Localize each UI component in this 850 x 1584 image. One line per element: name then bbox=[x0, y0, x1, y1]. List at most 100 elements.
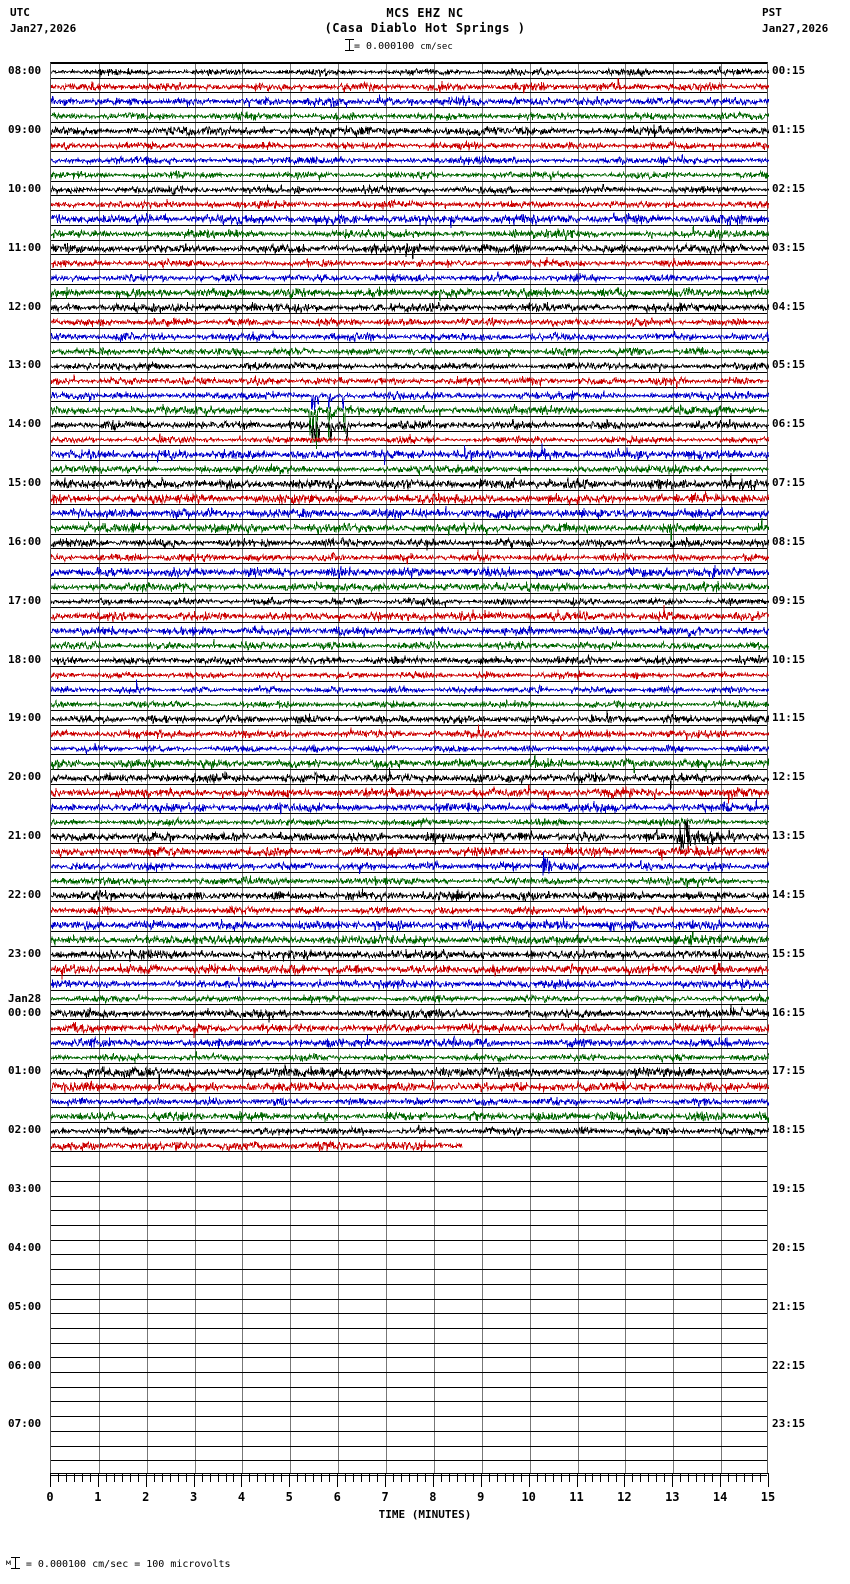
helicorder-plot[interactable] bbox=[50, 62, 769, 1476]
axis-tick-major bbox=[97, 1474, 99, 1487]
axis-tick-minor bbox=[600, 1474, 602, 1482]
axis-tick-major bbox=[145, 1474, 147, 1487]
axis-tick-minor bbox=[488, 1474, 490, 1482]
trace-line bbox=[51, 625, 769, 639]
gridline-horizontal bbox=[51, 298, 767, 300]
gridline-horizontal bbox=[51, 342, 767, 344]
axis-tick-minor bbox=[616, 1474, 618, 1482]
axis-tick-minor bbox=[592, 1474, 594, 1482]
trace-line bbox=[51, 1064, 769, 1086]
pst-hour-label: 03:15 bbox=[772, 240, 806, 254]
axis-tick-minor bbox=[209, 1474, 211, 1482]
axis-tick-minor bbox=[752, 1474, 754, 1482]
axis-tick-label: 4 bbox=[237, 1490, 246, 1504]
axis-tick-minor bbox=[568, 1474, 570, 1482]
gridline-horizontal bbox=[51, 827, 767, 829]
station-location: (Casa Diablo Hot Springs ) bbox=[324, 21, 526, 35]
gridline-horizontal bbox=[51, 1357, 767, 1359]
utc-hour-label: 05:00 bbox=[8, 1299, 42, 1313]
gridline-horizontal bbox=[51, 401, 767, 403]
axis-tick-minor bbox=[121, 1474, 123, 1482]
gridline-horizontal bbox=[51, 1180, 767, 1182]
right-timezone-label: PST bbox=[762, 6, 782, 19]
trace-line bbox=[51, 638, 769, 651]
axis-tick-minor bbox=[89, 1474, 91, 1482]
scale-legend-unit: cm/sec bbox=[420, 42, 453, 52]
gridline-horizontal bbox=[51, 254, 767, 256]
gridline-horizontal bbox=[51, 974, 767, 976]
axis-tick-minor bbox=[401, 1474, 403, 1482]
gridline-horizontal bbox=[51, 1063, 767, 1065]
trace-line bbox=[51, 888, 769, 902]
trace-line bbox=[51, 301, 769, 314]
trace-line bbox=[51, 817, 769, 851]
axis-tick-minor bbox=[744, 1474, 746, 1482]
axis-tick-minor bbox=[464, 1474, 466, 1482]
gridline-horizontal bbox=[51, 666, 767, 668]
pst-hour-label: 14:15 bbox=[772, 887, 806, 901]
trace-line bbox=[51, 518, 769, 542]
pst-hour-label: 21:15 bbox=[772, 1299, 806, 1313]
axis-tick-minor bbox=[424, 1474, 426, 1482]
gridline-horizontal bbox=[51, 1195, 767, 1197]
trace-line bbox=[51, 851, 769, 876]
gridline-horizontal bbox=[51, 857, 767, 859]
axis-tick-minor bbox=[552, 1474, 554, 1482]
axis-tick-minor bbox=[632, 1474, 634, 1482]
trace-line bbox=[51, 257, 769, 270]
gridline-horizontal bbox=[51, 1092, 767, 1094]
gridline-horizontal bbox=[51, 960, 767, 962]
trace-line bbox=[51, 1004, 769, 1023]
trace-line bbox=[51, 1139, 463, 1152]
axis-tick-minor bbox=[185, 1474, 187, 1482]
axis-tick-major bbox=[768, 1474, 769, 1487]
gridline-horizontal bbox=[51, 1430, 767, 1432]
trace-line bbox=[51, 654, 769, 666]
axis-tick-major bbox=[289, 1474, 291, 1487]
pst-hour-label: 10:15 bbox=[772, 652, 806, 666]
axis-tick-minor bbox=[496, 1474, 498, 1482]
footer-prefix: м bbox=[6, 1558, 11, 1567]
gridline-horizontal bbox=[51, 1386, 767, 1388]
gridline-horizontal bbox=[51, 518, 767, 520]
gridline-horizontal bbox=[51, 548, 767, 550]
gridline-horizontal bbox=[51, 1107, 767, 1109]
axis-tick-minor bbox=[544, 1474, 546, 1482]
axis-tick-label: 15 bbox=[760, 1490, 776, 1504]
axis-tick-minor bbox=[448, 1474, 450, 1482]
gridline-horizontal bbox=[51, 92, 767, 94]
utc-hour-label: 20:00 bbox=[8, 770, 42, 784]
trace-line bbox=[51, 1124, 769, 1137]
gridline-horizontal bbox=[51, 136, 767, 138]
right-date-label: Jan27,2026 bbox=[762, 22, 829, 35]
gridline-horizontal bbox=[51, 871, 767, 873]
trace-line bbox=[51, 536, 769, 551]
trace-line bbox=[51, 1079, 769, 1095]
trace-line bbox=[51, 199, 769, 211]
utc-hour-label: 10:00 bbox=[8, 181, 42, 195]
trace-line bbox=[51, 931, 769, 946]
pst-hour-label: 07:15 bbox=[772, 476, 806, 489]
trace-line bbox=[51, 699, 769, 711]
trace-line bbox=[51, 670, 769, 682]
horizontal-gridlines bbox=[51, 63, 767, 1476]
gridline-horizontal bbox=[51, 592, 767, 594]
scale-legend-text: = 0.000100 bbox=[354, 41, 415, 52]
trace-line bbox=[51, 799, 769, 815]
gridline-horizontal bbox=[51, 210, 767, 212]
axis-tick-minor bbox=[688, 1474, 690, 1482]
gridline-horizontal bbox=[51, 636, 767, 638]
gridline-vertical bbox=[433, 63, 435, 1474]
utc-hour-label: 16:00 bbox=[8, 534, 42, 548]
gridline-horizontal bbox=[51, 1166, 767, 1168]
gridline-horizontal bbox=[51, 1401, 767, 1403]
pst-hour-label: 19:15 bbox=[772, 1182, 806, 1195]
gridline-horizontal bbox=[51, 563, 767, 565]
utc-hour-label: 04:00 bbox=[8, 1240, 42, 1254]
gridline-horizontal bbox=[51, 1151, 767, 1153]
gridline-horizontal bbox=[51, 268, 767, 270]
trace-line bbox=[51, 463, 769, 477]
trace-line bbox=[51, 212, 769, 229]
axis-tick-label: 0 bbox=[46, 1490, 54, 1504]
axis-tick-minor bbox=[664, 1474, 666, 1482]
